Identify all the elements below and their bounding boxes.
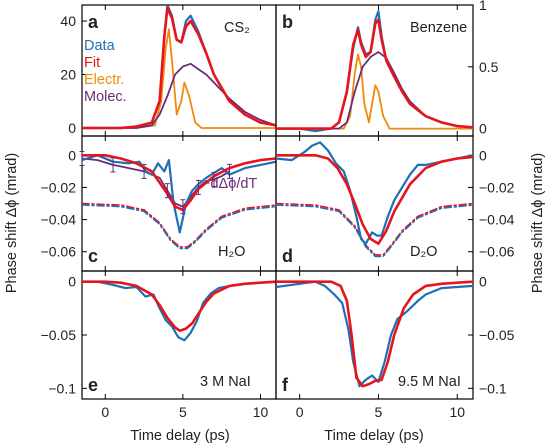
series-baseline xyxy=(276,202,473,256)
panel-sample-label: Benzene xyxy=(410,20,467,36)
panel-sample-label: 9.5 M NaI xyxy=(398,374,461,390)
y-tick-label: 0 xyxy=(479,274,487,290)
y-tick-label: −0.05 xyxy=(41,327,77,343)
legend-electronic: Electr. xyxy=(84,72,124,88)
series-fit xyxy=(276,154,473,245)
y-tick-label: 0 xyxy=(68,147,76,163)
panel-b: 0 0.5 1 b Benzene xyxy=(275,0,499,137)
panels-group: 0 20 40 a CS₂ 0 0.5 1 b Benzene 0 −0.02 −0.04 −0.06 c H… xyxy=(41,0,515,420)
series-data xyxy=(276,280,473,388)
x-tick-label: 0 xyxy=(101,404,109,420)
x-axis-title-left: Time delay (ps) xyxy=(130,428,229,444)
y-tick-label: 0 xyxy=(68,120,76,136)
series-fit xyxy=(82,154,276,212)
series-molec xyxy=(82,62,276,129)
panel-letter: d xyxy=(282,246,293,266)
series-fit xyxy=(276,18,473,130)
x-tick-label: 5 xyxy=(375,404,383,420)
y-tick-label: −0.04 xyxy=(479,212,515,228)
panel-c: 0 −0.02 −0.04 −0.06 c H₂O xyxy=(41,135,277,272)
legend-data: Data xyxy=(84,38,116,54)
y-tick-label: 1 xyxy=(479,0,487,13)
series-data xyxy=(82,154,276,234)
y-tick-label: −0.02 xyxy=(479,179,515,195)
legend: Data Fit Electr. Molec. xyxy=(84,38,127,105)
x-tick-label: 0 xyxy=(296,404,304,420)
panel-e: 0 −0.05 −0.1 0 5 10 e 3 M NaI xyxy=(41,270,277,420)
panel-sample-label: H₂O xyxy=(218,244,245,260)
series-fit xyxy=(82,6,276,130)
x-tick-label: 10 xyxy=(449,404,465,420)
legend-molecular: Molec. xyxy=(84,89,127,105)
y-tick-label: −0.1 xyxy=(479,380,507,396)
panel-letter: e xyxy=(88,375,98,395)
y-axis-title-left: Phase shift Δϕ (mrad) xyxy=(4,153,20,293)
y-axis-title-right: Phase shift Δϕ (mrad) xyxy=(530,153,546,293)
y-tick-label: −0.1 xyxy=(48,380,76,396)
panel-letter: c xyxy=(88,246,98,266)
y-tick-label: 0.5 xyxy=(479,59,499,75)
panel-d: 0 −0.02 −0.04 −0.06 d D₂O xyxy=(275,135,515,272)
series-fit xyxy=(276,280,473,388)
x-tick-label: 5 xyxy=(179,404,187,420)
y-tick-label: 0 xyxy=(68,274,76,290)
panel-sample-label: CS₂ xyxy=(224,20,250,36)
series-baseline-data xyxy=(82,204,276,250)
y-tick-label: 0 xyxy=(479,121,487,137)
x-axis-title-right: Time delay (ps) xyxy=(324,428,423,444)
panel-f: 0 −0.05 −0.1 0 5 10 f 9.5 M NaI xyxy=(275,270,515,420)
panel-sample-label: D₂O xyxy=(410,244,437,260)
y-tick-label: −0.06 xyxy=(479,244,515,260)
series-baseline xyxy=(82,202,276,248)
x-tick-label: 10 xyxy=(253,404,269,420)
panel-sample-label: 3 M NaI xyxy=(200,374,251,390)
series-baseline-data xyxy=(276,204,473,258)
legend-fit: Fit xyxy=(84,55,100,71)
panel-letter: f xyxy=(282,375,289,395)
panel-letter: a xyxy=(88,12,99,32)
panel-letter: b xyxy=(282,12,293,32)
series-electr xyxy=(276,53,473,130)
series-fit xyxy=(82,280,276,333)
y-tick-label: −0.06 xyxy=(41,244,77,260)
y-tick-label: −0.04 xyxy=(41,212,77,228)
series-data xyxy=(276,141,473,245)
y-tick-label: −0.02 xyxy=(41,179,77,195)
y-tick-label: 40 xyxy=(60,13,76,29)
y-tick-label: 20 xyxy=(60,67,76,83)
y-tick-label: −0.05 xyxy=(479,327,515,343)
derivative-label: −dΔϕ/dT xyxy=(202,176,257,192)
y-tick-label: 0 xyxy=(479,147,487,163)
